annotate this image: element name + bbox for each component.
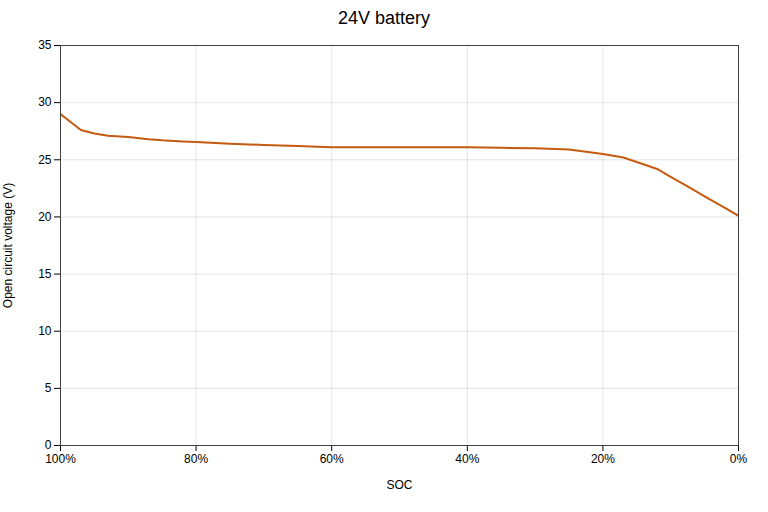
svg-text:Open circuit voltage (V): Open circuit voltage (V) — [1, 183, 15, 308]
svg-text:80%: 80% — [184, 452, 208, 466]
svg-text:5: 5 — [45, 381, 52, 395]
svg-text:100%: 100% — [45, 452, 76, 466]
svg-text:30: 30 — [38, 95, 52, 109]
svg-text:60%: 60% — [320, 452, 344, 466]
svg-text:20: 20 — [38, 210, 52, 224]
svg-text:15: 15 — [38, 267, 52, 281]
svg-text:0%: 0% — [730, 452, 748, 466]
svg-text:SOC: SOC — [386, 478, 412, 492]
svg-text:40%: 40% — [455, 452, 479, 466]
svg-text:20%: 20% — [591, 452, 615, 466]
svg-text:25: 25 — [38, 153, 52, 167]
svg-text:0: 0 — [45, 438, 52, 452]
svg-text:10: 10 — [38, 324, 52, 338]
svg-text:35: 35 — [38, 38, 52, 52]
html-text:24V battery: 24V battery — [338, 8, 430, 28]
